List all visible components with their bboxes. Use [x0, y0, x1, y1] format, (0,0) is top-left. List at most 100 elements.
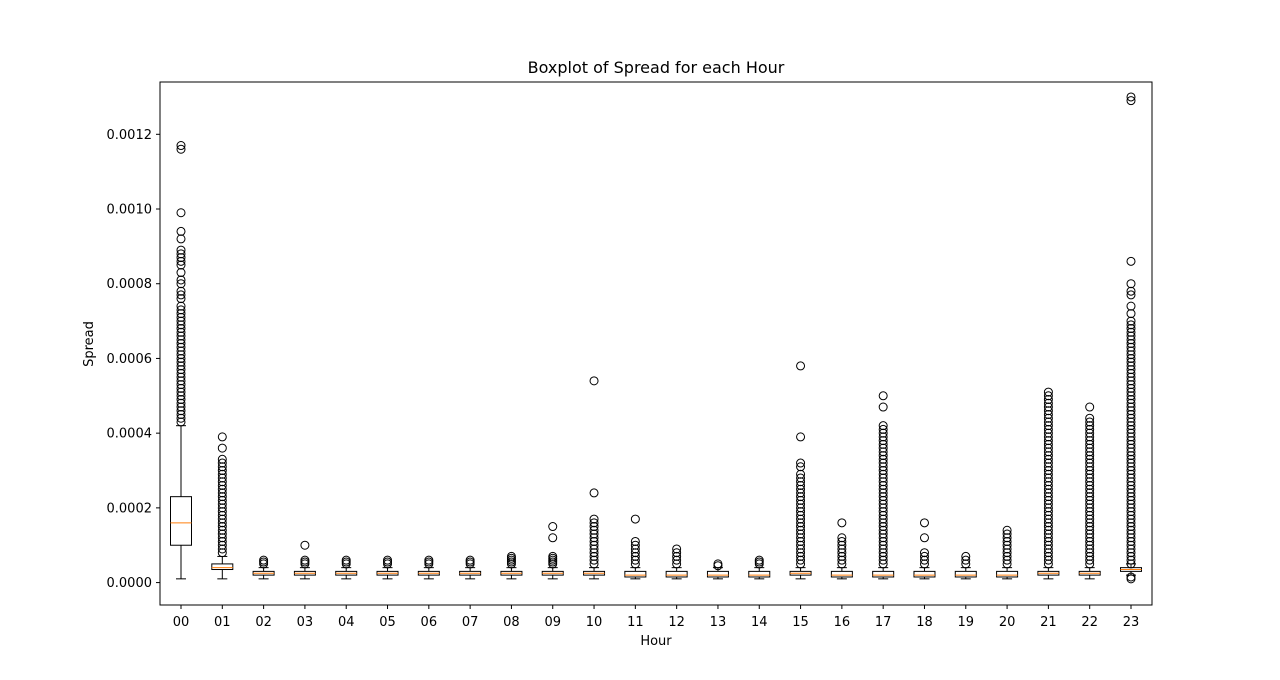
outlier-point	[1043, 507, 1053, 517]
outlier-point	[176, 324, 186, 334]
outlier-point	[176, 309, 186, 319]
outlier-point	[1126, 368, 1136, 378]
outlier-point	[1126, 548, 1136, 558]
outlier-point	[176, 398, 186, 408]
outlier-point	[176, 327, 186, 337]
outlier-point	[217, 540, 227, 550]
outlier-point	[672, 548, 682, 558]
outlier-point	[1085, 510, 1095, 520]
outlier-point	[796, 462, 806, 472]
outlier-point	[630, 544, 640, 554]
y-tick-label: 0.0010	[107, 203, 153, 218]
outlier-point	[217, 492, 227, 502]
outlier-point	[589, 540, 599, 550]
outlier-point	[176, 413, 186, 423]
outlier-point	[796, 469, 806, 479]
axes-frame	[159, 81, 1153, 606]
chart-title: Boxplot of Spread for each Hour	[528, 58, 785, 77]
outlier-point	[176, 301, 186, 311]
outlier-point	[1002, 559, 1012, 569]
iqr-box	[706, 570, 729, 578]
outlier-point	[878, 484, 888, 494]
outlier-point	[1126, 96, 1136, 106]
outlier-point	[1043, 499, 1053, 509]
outlier-point	[672, 551, 682, 561]
outlier-point	[176, 365, 186, 375]
outlier-point	[589, 518, 599, 528]
outlier-point	[341, 557, 351, 567]
outlier-point	[1126, 372, 1136, 382]
outlier-point	[1126, 417, 1136, 427]
outlier-point	[1043, 402, 1053, 412]
outlier-point	[1043, 462, 1053, 472]
outlier-point	[1126, 316, 1136, 326]
outlier-point	[1043, 447, 1053, 457]
outlier-point	[589, 533, 599, 543]
outlier-point	[878, 518, 888, 528]
outlier-point	[1085, 439, 1095, 449]
outlier-point	[1043, 525, 1053, 535]
outlier-point	[176, 312, 186, 322]
outlier-point	[465, 559, 475, 569]
outlier-point	[878, 533, 888, 543]
outlier-point	[1043, 398, 1053, 408]
outlier-point	[1126, 466, 1136, 476]
outlier-point	[1085, 488, 1095, 498]
outlier-point	[1043, 503, 1053, 513]
x-tick-label: 03	[297, 615, 314, 630]
outlier-point	[1126, 525, 1136, 535]
box-group-08	[500, 551, 523, 580]
outlier-point	[589, 522, 599, 532]
outlier-point	[1126, 409, 1136, 419]
outlier-point	[1043, 540, 1053, 550]
outlier-point	[217, 533, 227, 543]
outlier-point	[176, 391, 186, 401]
outlier-point	[1126, 462, 1136, 472]
outlier-point	[217, 544, 227, 554]
outlier-point	[217, 488, 227, 498]
y-tick-label: 0.0008	[107, 277, 153, 292]
outlier-point	[217, 458, 227, 468]
outlier-point	[176, 279, 186, 289]
outlier-point	[1126, 436, 1136, 446]
outlier-point	[754, 559, 764, 569]
outlier-point	[837, 548, 847, 558]
outlier-point	[589, 529, 599, 539]
outlier-point	[1126, 529, 1136, 539]
outlier-point	[837, 551, 847, 561]
outlier-point	[176, 294, 186, 304]
outlier-point	[1126, 335, 1136, 345]
outlier-point	[796, 559, 806, 569]
outlier-point	[919, 533, 929, 543]
outlier-point	[176, 320, 186, 330]
x-tick-label: 07	[462, 615, 479, 630]
outlier-point	[1085, 451, 1095, 461]
outlier-point	[259, 557, 269, 567]
outlier-point	[878, 421, 888, 431]
outlier-point	[300, 540, 310, 550]
outlier-point	[919, 551, 929, 561]
outlier-point	[217, 432, 227, 442]
outlier-point	[176, 305, 186, 315]
outlier-point	[878, 447, 888, 457]
outlier-point	[176, 226, 186, 236]
iqr-box	[830, 570, 853, 578]
outlier-point	[796, 544, 806, 554]
outlier-point	[341, 559, 351, 569]
box-group-14	[748, 555, 771, 580]
outlier-point	[217, 503, 227, 513]
outlier-point	[1126, 320, 1136, 330]
outlier-point	[1043, 417, 1053, 427]
outlier-point	[1126, 383, 1136, 393]
outlier-point	[630, 551, 640, 561]
outlier-point	[672, 555, 682, 565]
outlier-point	[1126, 540, 1136, 550]
outlier-point	[1043, 480, 1053, 490]
box-group-04	[335, 555, 358, 580]
outlier-point	[961, 559, 971, 569]
outlier-point	[1126, 533, 1136, 543]
outlier-point	[1002, 548, 1012, 558]
outlier-point	[589, 514, 599, 524]
outlier-point	[1085, 466, 1095, 476]
outlier-point	[878, 454, 888, 464]
